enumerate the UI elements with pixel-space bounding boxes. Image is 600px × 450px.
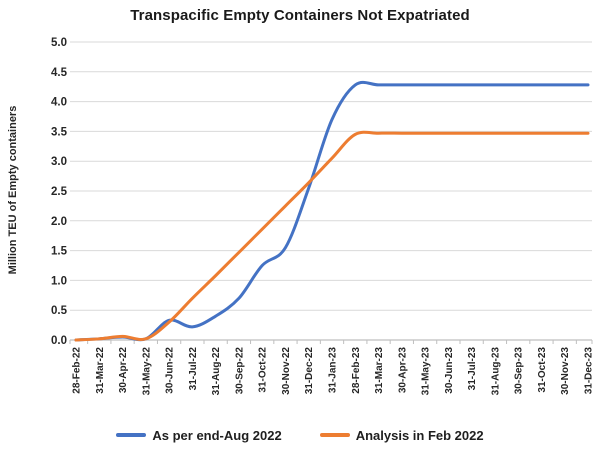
x-tick-label: 30-Apr-23 (397, 347, 408, 394)
legend: As per end-Aug 2022 Analysis in Feb 2022 (0, 423, 600, 447)
x-tick-label: 31-Aug-23 (490, 347, 501, 396)
y-tick-label: 2.5 (51, 186, 68, 198)
y-tick-label: 3.5 (51, 126, 68, 138)
x-tick-label: 30-Sep-22 (234, 347, 245, 395)
legend-label-series-1: As per end-Aug 2022 (152, 427, 282, 443)
chart-title: Transpacific Empty Containers Not Expatr… (130, 7, 470, 24)
x-tick-label: 31-Jul-22 (188, 347, 199, 391)
x-tick-label: 30-Nov-23 (560, 347, 571, 395)
x-tick-label: 31-Aug-22 (211, 347, 222, 396)
x-tick-label: 31-Oct-22 (258, 347, 269, 393)
x-tick-label: 28-Feb-22 (72, 347, 83, 394)
series-line-blue (74, 80, 590, 342)
plot-area: 0.0 0.5 1.0 1.5 2.0 2.5 3.0 3.5 4.0 4.5 5.0 28-Feb-… (51, 37, 595, 396)
y-tick-label: 0.0 (51, 335, 67, 347)
x-tick-label: 31-Oct-23 (537, 347, 548, 393)
x-tick-label: 30-Jun-22 (165, 347, 176, 394)
x-tick-label: 30-Jun-23 (444, 347, 455, 394)
x-tick-label: 31-May-22 (141, 347, 152, 396)
y-tick-label: 1.0 (51, 275, 67, 287)
x-tick-label: 31-Mar-23 (374, 347, 385, 394)
x-tick-label: 31-May-23 (421, 347, 432, 396)
y-tick-label: 4.0 (51, 97, 67, 109)
legend-line-swatch-orange (319, 433, 350, 437)
y-tick-label: 2.0 (51, 216, 67, 228)
x-tick-label: 31-Jul-23 (467, 347, 478, 391)
legend-line-swatch-blue (116, 433, 147, 437)
x-tick-label: 30-Nov-22 (281, 347, 292, 395)
y-tick-label: 5.0 (51, 37, 67, 49)
y-tick-label: 3.0 (51, 156, 67, 168)
legend-label-series-2: Analysis in Feb 2022 (355, 427, 484, 443)
series-line-orange (74, 130, 590, 342)
x-tick-label: 28-Feb-23 (351, 347, 362, 394)
x-tick-label: 31-Dec-23 (584, 347, 595, 395)
x-tick-label: 30-Apr-22 (118, 347, 129, 394)
x-tick-label: 31-Jan-23 (328, 347, 339, 394)
y-tick-label: 1.5 (51, 246, 68, 258)
x-tick-label: 31-Dec-22 (304, 347, 315, 395)
legend-item-series-1: As per end-Aug 2022 (116, 427, 282, 443)
legend-item-series-2: Analysis in Feb 2022 (319, 427, 484, 443)
y-tick-label: 0.5 (51, 305, 68, 317)
x-tick-label: 30-Sep-23 (514, 347, 525, 395)
x-tick-label: 31-Mar-22 (95, 347, 106, 394)
y-tick-label: 4.5 (51, 67, 68, 79)
